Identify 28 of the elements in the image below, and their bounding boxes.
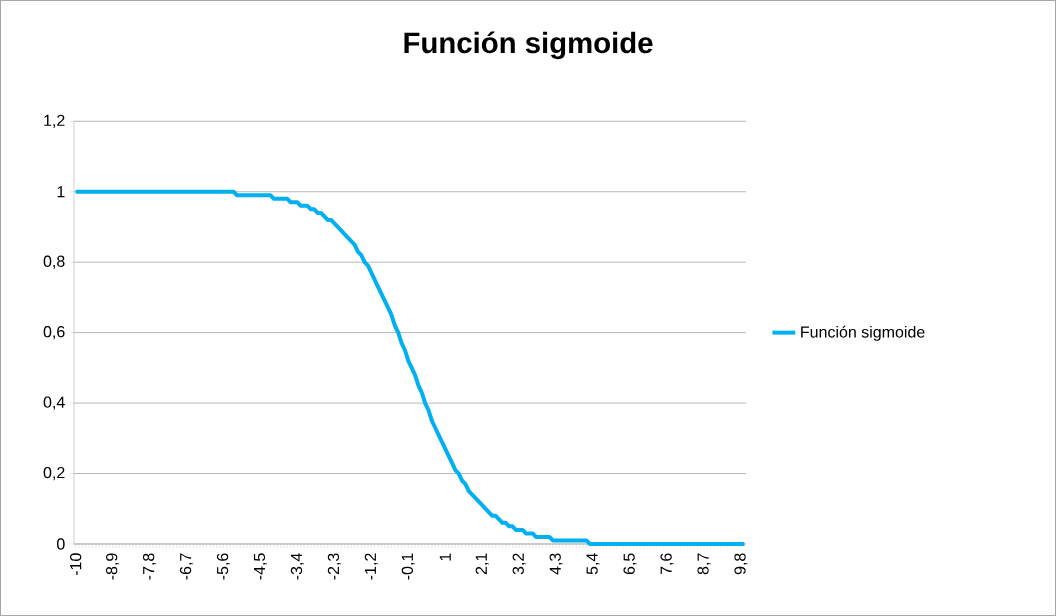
y-tick-label: 0,2 — [43, 466, 65, 481]
y-tick-label: 1,2 — [44, 114, 65, 128]
x-tick-label: 6,5 — [623, 553, 637, 575]
x-tick-label: 4,3 — [549, 553, 563, 575]
y-tick-label: 0,8 — [43, 255, 65, 269]
x-tick-label: 7,6 — [660, 553, 674, 575]
legend-label: Función sigmoide — [801, 325, 925, 341]
x-tick-label: -10 — [70, 553, 82, 576]
y-tick-label: 0 — [57, 538, 65, 550]
x-tick-label: 2,1 — [475, 553, 489, 575]
x-tick-label: -1,2 — [364, 553, 378, 580]
y-tick-label: 1 — [57, 186, 65, 198]
x-tick-label: -2,3 — [327, 553, 342, 580]
y-tick-label: 0,6 — [43, 326, 65, 340]
x-tick-label: -5,6 — [216, 553, 231, 580]
x-tick-label: -8,9 — [106, 553, 120, 580]
x-tick-label: 3,2 — [512, 553, 526, 575]
y-tick-label: 0,4 — [43, 396, 65, 410]
x-tick-label: 1 — [439, 553, 451, 561]
x-tick-label: 8,7 — [697, 553, 711, 575]
x-tick-label: -7,8 — [142, 553, 157, 580]
x-tick-label: -6,7 — [179, 553, 194, 580]
x-tick-label: -0,1 — [401, 553, 415, 580]
chart-title: Función sigmoide — [404, 31, 653, 60]
x-tick-label: 9,8 — [734, 553, 748, 575]
x-tick-label: -4,5 — [253, 553, 267, 580]
x-tick-label: 5,4 — [586, 553, 600, 575]
x-tick-label: -3,4 — [290, 553, 305, 580]
